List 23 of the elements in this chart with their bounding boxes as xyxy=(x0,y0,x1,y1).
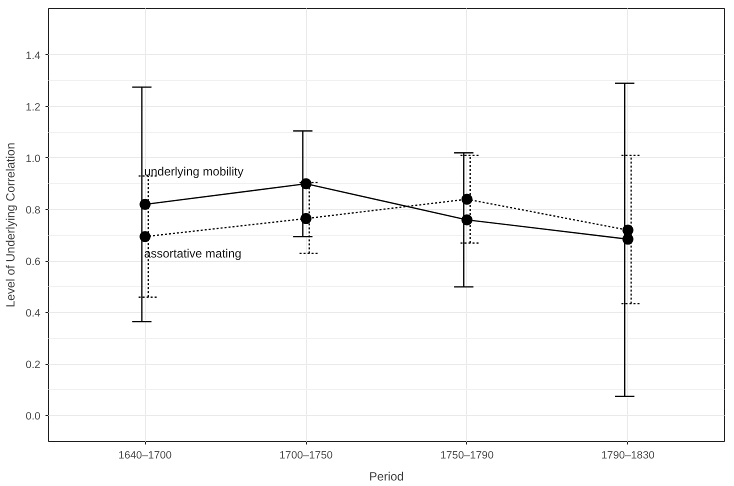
x-axis-title: Period xyxy=(369,470,404,484)
point xyxy=(461,194,472,205)
y-tick-label: 0.6 xyxy=(26,256,41,268)
y-axis-title: Level of Underlying Correlation xyxy=(4,142,18,308)
x-tick-label: 1790–1830 xyxy=(601,450,655,462)
x-tick-label: 1700–1750 xyxy=(279,450,333,462)
point xyxy=(300,178,312,190)
x-tick-label: 1750–1790 xyxy=(440,450,494,462)
y-tick-label: 1.2 xyxy=(26,101,41,114)
y-tick-label: 0.2 xyxy=(26,359,41,372)
x-tick-label: 1640–1700 xyxy=(118,450,172,462)
y-tick-label: 0.0 xyxy=(26,410,41,423)
point xyxy=(461,214,472,226)
series-label: assortative mating xyxy=(144,246,242,261)
y-tick-label: 0.4 xyxy=(26,308,41,320)
point xyxy=(140,198,151,210)
y-tick-label: 1.0 xyxy=(26,152,41,165)
series-label: underlying mobility xyxy=(144,164,244,178)
point xyxy=(622,224,634,236)
y-tick-label: 0.8 xyxy=(26,204,41,217)
point xyxy=(140,231,151,242)
y-tick-label: 1.4 xyxy=(26,50,41,62)
point xyxy=(300,213,312,224)
